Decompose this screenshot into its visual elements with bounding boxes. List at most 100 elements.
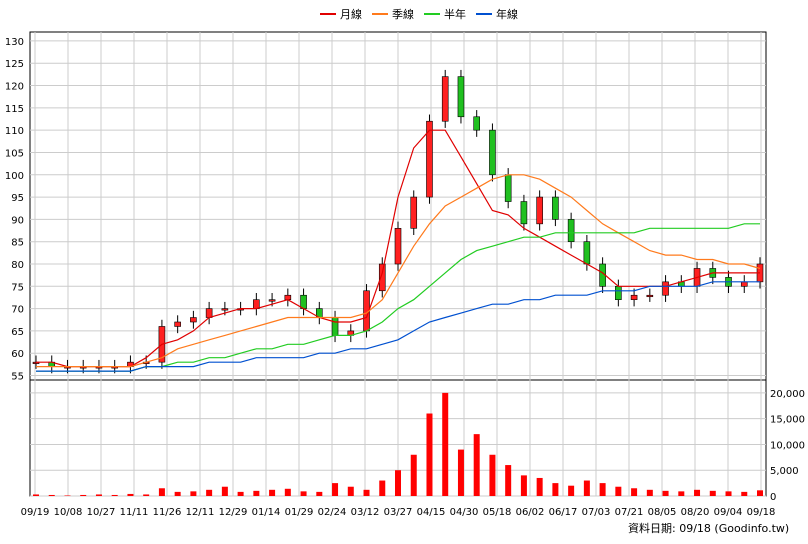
price-tick-label: 110 <box>5 126 24 137</box>
volume-bar <box>536 477 543 496</box>
volume-tick-label: 20,000 <box>770 389 805 400</box>
date-tick-label: 08/20 <box>681 507 710 518</box>
candle-body <box>190 317 197 323</box>
candle-body <box>504 174 512 202</box>
price-tick-label: 105 <box>5 148 24 159</box>
legend-item-yearly: 年線 <box>476 6 518 22</box>
volume-bar <box>158 488 165 496</box>
price-tick-label: 60 <box>11 349 24 360</box>
date-tick-label: 12/29 <box>219 507 248 518</box>
volume-bar <box>583 480 590 496</box>
volume-bar <box>284 488 291 496</box>
date-tick-label: 07/03 <box>582 507 611 518</box>
candle-body <box>331 317 339 336</box>
legend-item-monthly: 月線 <box>320 6 362 22</box>
volume-bars <box>33 392 763 496</box>
price-tick-label: 130 <box>5 37 24 48</box>
candle-body <box>473 116 480 131</box>
volume-bar <box>473 434 480 496</box>
price-tick-label: 65 <box>11 327 24 338</box>
volume-bar <box>111 494 118 496</box>
date-tick-label: 09/19 <box>21 507 50 518</box>
volume-bar <box>395 470 401 496</box>
price-tick-label: 125 <box>5 59 24 70</box>
price-axis: 55 60 65 70 75 80 85 90 95 100 105 110 115 120 125 130 <box>5 37 24 383</box>
volume-tick-label: 15,000 <box>770 415 805 426</box>
volume-bar <box>190 491 197 496</box>
volume-bar <box>694 489 701 496</box>
volume-bar <box>646 489 653 496</box>
candle-body <box>221 308 229 311</box>
volume-tick-label: 10,000 <box>770 440 805 451</box>
volume-bar <box>379 480 386 496</box>
candle-body <box>662 281 669 296</box>
volume-bar <box>253 490 260 496</box>
date-tick-label: 01/14 <box>252 507 281 518</box>
volume-bar <box>300 491 307 496</box>
candle-body <box>441 76 449 122</box>
volume-bar <box>206 489 213 496</box>
legend-label: 季線 <box>392 8 414 21</box>
volume-bar <box>725 491 732 496</box>
volume-bar <box>221 486 228 496</box>
legend-label: 年線 <box>496 8 518 21</box>
volume-bar <box>332 483 339 496</box>
volume-bar <box>757 490 763 496</box>
date-tick-label: 12/11 <box>186 507 215 518</box>
volume-bar <box>410 454 417 496</box>
legend-item-quarterly: 季線 <box>372 6 414 22</box>
candle-body <box>740 281 748 287</box>
date-tick-label: 03/12 <box>351 507 380 518</box>
date-tick-label: 10/08 <box>54 507 83 518</box>
price-tick-label: 120 <box>5 82 24 93</box>
moving-average-line <box>36 281 760 372</box>
volume-bar <box>599 483 606 496</box>
volume-bar <box>64 495 71 496</box>
candle-body <box>489 129 496 176</box>
date-tick-label: 09/04 <box>714 507 743 518</box>
volume-bar <box>741 491 748 496</box>
source-note: 資料日期: 09/18 (Goodinfo.tw) <box>628 522 790 535</box>
candle-body <box>268 299 276 302</box>
price-tick-label: 55 <box>11 372 24 383</box>
price-tick-label: 100 <box>5 171 24 182</box>
date-tick-label: 03/27 <box>384 507 413 518</box>
volume-bar <box>709 490 716 496</box>
volume-bar <box>316 491 323 496</box>
candle-body <box>567 219 575 242</box>
price-tick-label: 115 <box>5 104 24 115</box>
price-tick-label: 90 <box>11 215 24 226</box>
volume-bar <box>33 494 39 496</box>
date-tick-label: 05/18 <box>483 507 512 518</box>
price-grid <box>30 32 766 380</box>
date-tick-label: 04/30 <box>450 507 479 518</box>
candle-body <box>378 263 386 292</box>
moving-averages <box>36 129 761 372</box>
candle-body <box>284 294 292 300</box>
date-tick-label: 06/02 <box>516 507 545 518</box>
volume-bar <box>347 486 354 496</box>
candle-body <box>520 201 528 225</box>
candle-body <box>615 286 622 300</box>
volume-bar <box>127 493 134 496</box>
candle-body <box>552 196 559 220</box>
date-tick-label: 02/24 <box>318 507 347 518</box>
legend-label: 月線 <box>340 8 362 21</box>
volume-tick-label: 5,000 <box>770 466 799 477</box>
date-axis: 09/19 10/08 10/27 11/11 11/26 12/11 12/29 01/14… <box>21 507 776 518</box>
candle-body <box>630 294 638 300</box>
candle-body <box>583 241 591 265</box>
volume-bar <box>505 465 512 496</box>
volume-bar <box>48 494 55 496</box>
volume-axis: 0 5,000 10,000 15,000 20,000 <box>770 389 805 503</box>
date-tick-label: 06/17 <box>549 507 578 518</box>
moving-average-line <box>36 129 760 368</box>
volume-bar <box>489 454 496 496</box>
date-tick-label: 04/15 <box>417 507 446 518</box>
volume-tick-label: 0 <box>770 492 776 503</box>
volume-bar <box>80 494 87 496</box>
volume-bar <box>95 494 102 496</box>
price-tick-label: 75 <box>11 282 24 293</box>
legend-item-half-year: 半年 <box>424 6 466 22</box>
